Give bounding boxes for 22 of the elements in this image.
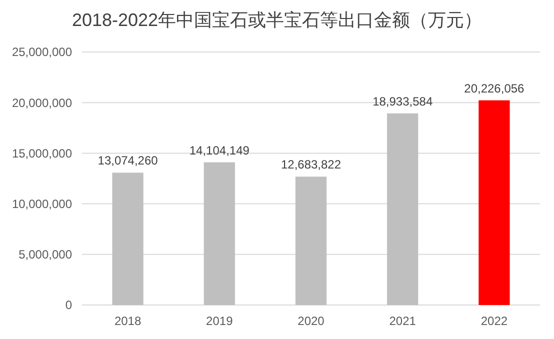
y-tick-label: 0 xyxy=(65,298,72,312)
x-tick-label: 2021 xyxy=(389,314,416,328)
y-tick-label: 25,000,000 xyxy=(12,45,72,60)
x-tick-label: 2018 xyxy=(114,314,142,328)
x-tick-label: 2020 xyxy=(298,314,325,328)
bar xyxy=(478,100,510,305)
y-tick-label: 20,000,000 xyxy=(12,96,72,110)
x-tick-label: 2022 xyxy=(480,314,508,328)
chart-title: 2018-2022年中国宝石或半宝石等出口金额（万元） xyxy=(72,10,482,30)
x-tick-label: 2019 xyxy=(206,314,234,328)
bar xyxy=(204,162,235,305)
bar xyxy=(295,176,327,305)
data-label: 12,683,822 xyxy=(280,158,342,172)
bar xyxy=(387,113,418,305)
y-tick-label: 5,000,000 xyxy=(18,248,72,262)
data-label: 13,074,260 xyxy=(98,154,158,168)
y-tick-label: 10,000,000 xyxy=(12,197,72,211)
data-label: 14,104,149 xyxy=(189,143,250,158)
data-label: 20,226,056 xyxy=(464,81,525,96)
data-label: 18,933,584 xyxy=(372,94,433,108)
bar xyxy=(112,172,144,305)
y-tick-label: 15,000,000 xyxy=(12,146,72,160)
